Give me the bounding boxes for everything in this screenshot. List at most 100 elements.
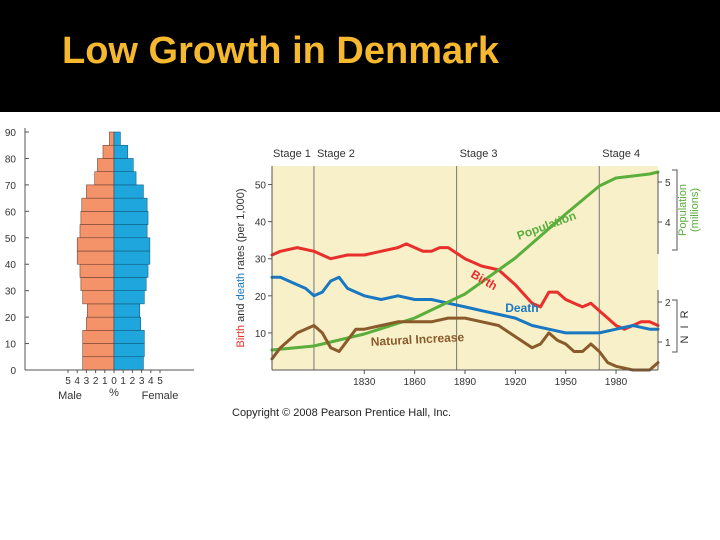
pyramid-y-tick-label: 80 [5,154,17,165]
pyramid-bar-male [82,330,115,344]
nir-axis-label: N I R [679,308,691,343]
pyramid-y-tick-label: 10 [5,340,17,351]
pyramid-y-tick-label: 0 [10,366,16,377]
pyramid-bar-female [113,144,129,159]
nir-axis-bracket [672,299,678,353]
dtt-y2-axis-title: Population(millions) [677,184,701,236]
pyramid-bar-male [86,316,115,331]
dtt-y2-tick-label: 1 [665,338,671,349]
pyramid-x-tick-label: 4 [74,376,80,387]
pyramid-bar-male [102,144,115,159]
pyramid-y-tick-label: 50 [5,234,17,245]
pyramid-bar-female [113,211,149,225]
pyramid-x-tick-label: 0 [111,376,117,387]
stage-label: Stage 4 [602,148,640,160]
pyramid-bar-male [80,211,115,225]
pyramid-bar-female [113,237,151,252]
pyramid-y-tick-label: 70 [5,181,17,192]
pyramid-bar-female [113,171,137,186]
dtt-y2-axis-title-line: Population [677,184,689,236]
pyramid-female-label: Female [142,390,179,402]
pyramid-x-unit: % [109,387,119,399]
dtt-y-axis-title: Birth and death rates (per 1,000) [235,189,247,348]
chart-plot-area [272,166,658,370]
pyramid-bar-female [113,263,149,278]
pyramid-bar-male [87,303,115,318]
pyramid-bar-female [113,290,145,305]
pyramid-y-tick-label: 90 [5,128,17,139]
population-axis-bracket [672,169,678,251]
dtt-y-axis-title-part: Birth [235,325,247,348]
dtt-x-tick-label: 1980 [605,377,628,388]
dtt-y2-tick-label: 2 [665,298,671,309]
pyramid-bar-male [97,158,115,172]
dtt-y-tick-label: 50 [255,181,267,192]
pyramid-bar-male [109,131,115,146]
pyramid-bar-male [79,263,115,278]
pyramid-y-tick-label: 20 [5,313,17,324]
death-rate-line [270,275,660,335]
dtt-x-tick-label: 1920 [504,377,527,388]
pyramid-y-tick-label: 40 [5,260,17,271]
pyramid-x-tick-label: 2 [130,376,136,387]
pyramid-x-tick-label: 5 [157,376,163,387]
stage-label: Stage 1 [273,148,311,160]
death-series-label: Death [505,301,538,315]
pyramid-x-tick-label: 3 [84,376,90,387]
pyramid-y-tick-label: 30 [5,287,17,298]
dtt-y2-tick-label: 4 [665,218,671,229]
pyramid-x-tick-label: 4 [148,376,154,387]
dtt-y-tick-label: 30 [255,255,267,266]
dtt-y-tick-label: 40 [255,218,267,229]
stage-label: Stage 2 [317,148,355,160]
pyramid-bar-male [82,290,115,305]
pyramid-bar-female [113,184,144,199]
pyramid-bar-male [80,277,115,291]
pyramid-bar-male [79,224,115,239]
pyramid-bar-female [113,131,121,146]
dtt-y-axis-title-part: rates (per 1,000) [235,189,247,273]
natural-increase-series-label: Natural Increase [370,330,464,349]
population-line [270,170,660,352]
demographic-transition-chart: Stage 1 Stage 2 Stage 3 Stage 4 10 20 30 40 50 1… [235,148,701,388]
dtt-y-tick-label: 10 [255,329,267,340]
dtt-y-axis-title-part: death [235,273,247,301]
pyramid-bar-female [113,316,141,331]
pyramid-bar-male [94,171,115,186]
pyramid-bar-male [82,343,115,358]
pyramid-x-tick-label: 2 [93,376,99,387]
pyramid-bar-female [113,250,151,265]
dtt-x-tick-label: 1950 [555,377,578,388]
pyramid-bar-female [113,224,148,239]
pyramid-bar-female [113,343,145,358]
pyramid-x-tick-label: 3 [139,376,145,387]
dtt-y-axis-title-part: and [235,300,247,324]
pyramid-bar-male [82,356,115,371]
pyramid-bar-female [113,356,144,371]
pyramid-bar-male [76,250,115,265]
pyramid-bar-male [86,184,115,199]
dtt-x-tick-label: 1890 [454,377,477,388]
dtt-y2-axis-title-line: (millions) [689,188,701,232]
birth-rate-line [270,242,660,331]
pyramid-x-tick-label: 1 [102,376,108,387]
pyramid-x-tick-label: 1 [120,376,126,387]
title-bar: Low Growth in Denmark [0,0,720,112]
pyramid-x-tick-label: 5 [65,376,71,387]
stage-label: Stage 3 [460,148,498,160]
natural-increase-line [270,316,660,372]
dtt-x-tick-label: 1830 [353,377,376,388]
dtt-y-tick-label: 20 [255,292,267,303]
pyramid-bar-female [113,277,147,291]
copyright-notice: Copyright © 2008 Pearson Prentice Hall, … [232,407,452,419]
slide-title: Low Growth in Denmark [62,30,500,72]
pyramid-bar-female [113,303,141,318]
pyramid-male-label: Male [58,390,82,402]
dtt-y2-tick-label: 5 [665,178,671,189]
pyramid-bar-female [113,158,134,172]
pyramid-bar-female [113,330,145,344]
dtt-x-tick-label: 1860 [404,377,427,388]
pyramid-bar-female [113,197,148,212]
pyramid-y-tick-label: 60 [5,207,17,218]
